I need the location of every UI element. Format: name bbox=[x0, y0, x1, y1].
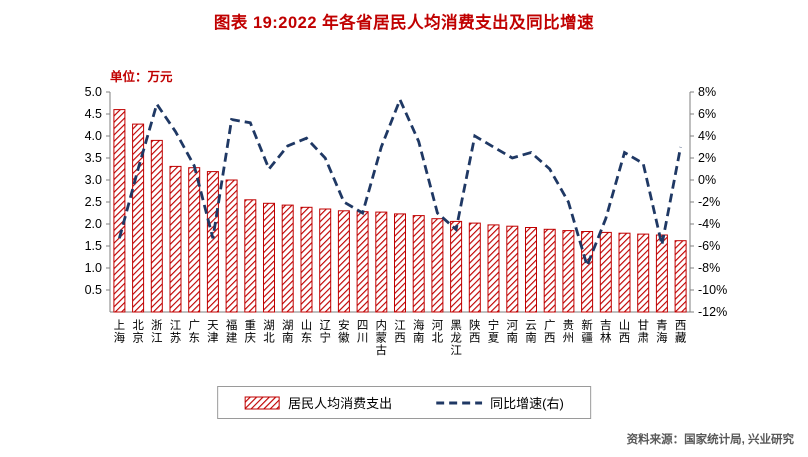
svg-text:吉林: 吉林 bbox=[600, 319, 612, 345]
svg-text:河南: 河南 bbox=[507, 319, 519, 345]
svg-text:江苏: 江苏 bbox=[170, 319, 182, 345]
line-series-swatch-icon bbox=[436, 401, 483, 404]
svg-text:4.5: 4.5 bbox=[85, 107, 102, 121]
svg-text:四川: 四川 bbox=[357, 320, 369, 345]
svg-text:2.5: 2.5 bbox=[85, 195, 102, 209]
bar-series-swatch-icon bbox=[244, 396, 280, 409]
svg-text:福建: 福建 bbox=[226, 318, 238, 345]
svg-text:新疆: 新疆 bbox=[581, 318, 593, 345]
svg-text:云南: 云南 bbox=[525, 320, 537, 345]
legend-item-bars: 居民人均消费支出 bbox=[244, 393, 392, 412]
svg-text:安徽: 安徽 bbox=[338, 318, 350, 345]
svg-text:1.5: 1.5 bbox=[85, 239, 102, 253]
svg-text:河北: 河北 bbox=[432, 319, 444, 345]
svg-text:6%: 6% bbox=[698, 107, 716, 121]
chart-legend: 居民人均消费支出 同比增速(右) bbox=[217, 386, 591, 419]
svg-text:3.0: 3.0 bbox=[85, 173, 102, 187]
svg-text:2%: 2% bbox=[698, 151, 716, 165]
svg-text:-12%: -12% bbox=[698, 305, 727, 319]
svg-text:8%: 8% bbox=[698, 85, 716, 99]
svg-text:0.5: 0.5 bbox=[85, 283, 102, 297]
svg-text:4.0: 4.0 bbox=[85, 129, 102, 143]
svg-text:宁夏: 宁夏 bbox=[488, 318, 500, 345]
legend-bar-label: 居民人均消费支出 bbox=[288, 396, 393, 411]
svg-text:广西: 广西 bbox=[544, 319, 556, 345]
svg-text:湖南: 湖南 bbox=[282, 318, 294, 345]
svg-text:-6%: -6% bbox=[698, 239, 720, 253]
svg-text:-10%: -10% bbox=[698, 283, 727, 297]
svg-text:陕西: 陕西 bbox=[469, 318, 481, 345]
svg-text:山东: 山东 bbox=[301, 319, 313, 345]
svg-text:浙江: 浙江 bbox=[151, 319, 163, 345]
svg-text:5.0: 5.0 bbox=[85, 85, 102, 99]
svg-text:3.5: 3.5 bbox=[85, 151, 102, 165]
svg-text:江西: 江西 bbox=[394, 319, 406, 345]
svg-text:湖北: 湖北 bbox=[263, 318, 275, 345]
svg-text:2.0: 2.0 bbox=[85, 217, 102, 231]
legend-line-label: 同比增速(右) bbox=[490, 396, 564, 411]
svg-text:广东: 广东 bbox=[188, 319, 200, 345]
svg-text:西藏: 西藏 bbox=[675, 320, 687, 345]
axis-unit-label: 单位：万元 bbox=[110, 70, 173, 84]
svg-text:山西: 山西 bbox=[619, 319, 631, 345]
svg-text:1.0: 1.0 bbox=[85, 261, 102, 275]
source-note: 资料来源：国家统计局, 兴业研究 bbox=[626, 434, 794, 446]
legend-item-line: 同比增速(右) bbox=[436, 393, 564, 412]
svg-text:-2%: -2% bbox=[698, 195, 720, 209]
svg-text:贵州: 贵州 bbox=[563, 319, 575, 345]
svg-text:4%: 4% bbox=[698, 129, 716, 143]
svg-text:黑龙江: 黑龙江 bbox=[450, 319, 462, 357]
svg-text:0%: 0% bbox=[698, 173, 716, 187]
svg-text:海南: 海南 bbox=[413, 318, 425, 345]
svg-text:辽宁: 辽宁 bbox=[319, 319, 331, 345]
svg-text:北京: 北京 bbox=[132, 319, 144, 345]
chart-title: 图表 19:2022 年各省居民人均消费支出及同比增速 bbox=[213, 14, 595, 32]
svg-text:内蒙古: 内蒙古 bbox=[376, 318, 388, 357]
svg-text:天津: 天津 bbox=[207, 320, 219, 345]
svg-text:重庆: 重庆 bbox=[245, 318, 257, 345]
svg-text:甘肃: 甘肃 bbox=[637, 319, 649, 345]
svg-text:青海: 青海 bbox=[656, 319, 668, 345]
svg-text:上海: 上海 bbox=[114, 319, 126, 345]
svg-text:-8%: -8% bbox=[698, 261, 720, 275]
svg-text:-4%: -4% bbox=[698, 217, 720, 231]
